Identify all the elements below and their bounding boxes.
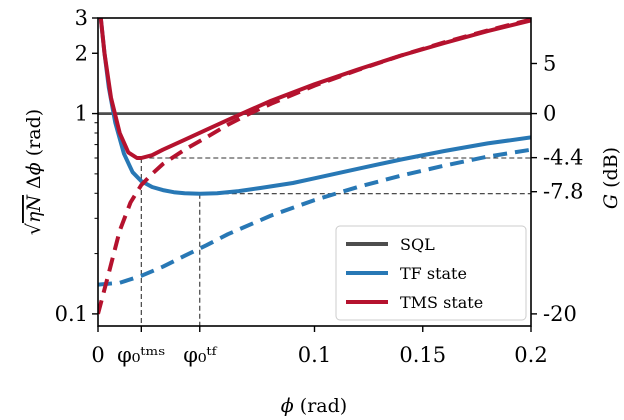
y-tick-label-0: 3 [75, 6, 88, 30]
y-right-tick-label-2: -4.4 [543, 146, 584, 170]
x-tick-label-3: 0.1 [298, 343, 331, 367]
y-axis-label: √ηN Δϕ (rad) [23, 109, 45, 235]
series-layer [98, 18, 531, 315]
x-tick-label-4: 0.15 [399, 343, 446, 367]
y-right-tick-label-4: -20 [543, 302, 577, 326]
y-right-tick-label-3: -7.8 [543, 180, 584, 204]
legend: SQL TF state TMS state [335, 225, 527, 321]
x-axis-label: ϕ (rad) [281, 395, 347, 417]
legend-box [335, 225, 527, 321]
y-tick-label-1: 2 [75, 41, 88, 65]
legend-label-1: TF state [400, 264, 467, 283]
legend-label-2: TMS state [400, 293, 483, 312]
series-line-4 [98, 18, 531, 315]
x-tick-label-1: φ₀ᵗᵐˢ [117, 343, 165, 367]
y-tick-label-3: 0.1 [55, 302, 88, 326]
x-tick-label-5: 0.2 [514, 343, 547, 367]
svg-text:√ηN Δϕ (rad): √ηN Δϕ (rad) [23, 109, 45, 235]
y-right-tick-label-1: 0 [543, 102, 556, 126]
x-tick-label-0: 0 [91, 343, 104, 367]
y-right-axis-label: G (dB) [600, 147, 622, 209]
y-tick-label-2: 1 [75, 102, 88, 126]
series-line-2 [98, 147, 531, 287]
legend-label-0: SQL [400, 235, 435, 254]
series-line-1 [98, 18, 531, 196]
x-tick-label-2: φ₀ᵗᶠ [183, 343, 217, 367]
y-right-tick-label-0: 5 [543, 51, 556, 75]
svg-text:G (dB): G (dB) [600, 147, 622, 209]
